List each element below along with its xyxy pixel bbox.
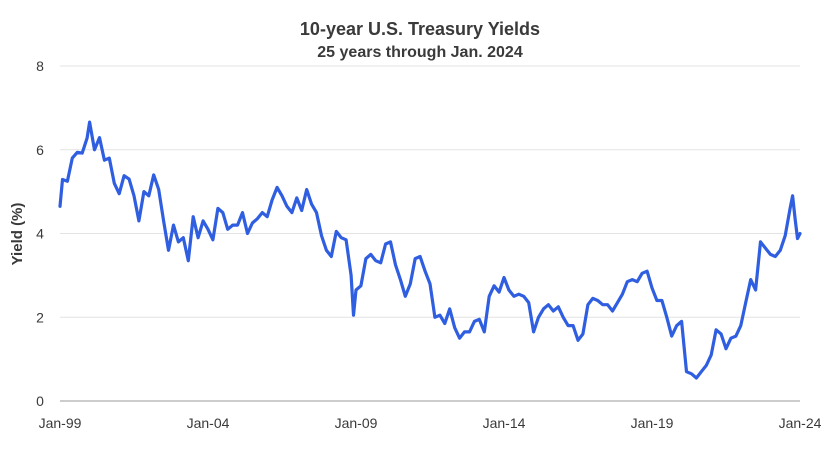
x-tick-label: Jan-24 [779, 415, 822, 431]
x-tick-label: Jan-99 [39, 415, 82, 431]
y-tick-label: 6 [36, 142, 44, 158]
y-tick-label: 8 [36, 58, 44, 74]
x-axis-ticks: Jan-99 Jan-04 Jan-09 Jan-14 Jan-19 Jan-24 [39, 415, 822, 431]
y-tick-label: 0 [36, 393, 44, 409]
gridlines [60, 65, 800, 318]
chart-title: 10-year U.S. Treasury Yields [300, 19, 540, 39]
y-tick-label: 4 [36, 226, 44, 242]
x-tick-label: Jan-04 [187, 415, 230, 431]
x-tick-label: Jan-14 [483, 415, 526, 431]
x-tick-label: Jan-19 [631, 415, 674, 431]
yield-series-line [58, 120, 802, 380]
y-tick-label: 2 [36, 309, 44, 325]
y-axis-ticks: 0 2 4 6 8 [36, 58, 44, 409]
x-tick-label: Jan-09 [335, 415, 378, 431]
chart-subtitle: 25 years through Jan. 2024 [317, 44, 523, 61]
y-axis-label: Yield (%) [9, 203, 26, 266]
